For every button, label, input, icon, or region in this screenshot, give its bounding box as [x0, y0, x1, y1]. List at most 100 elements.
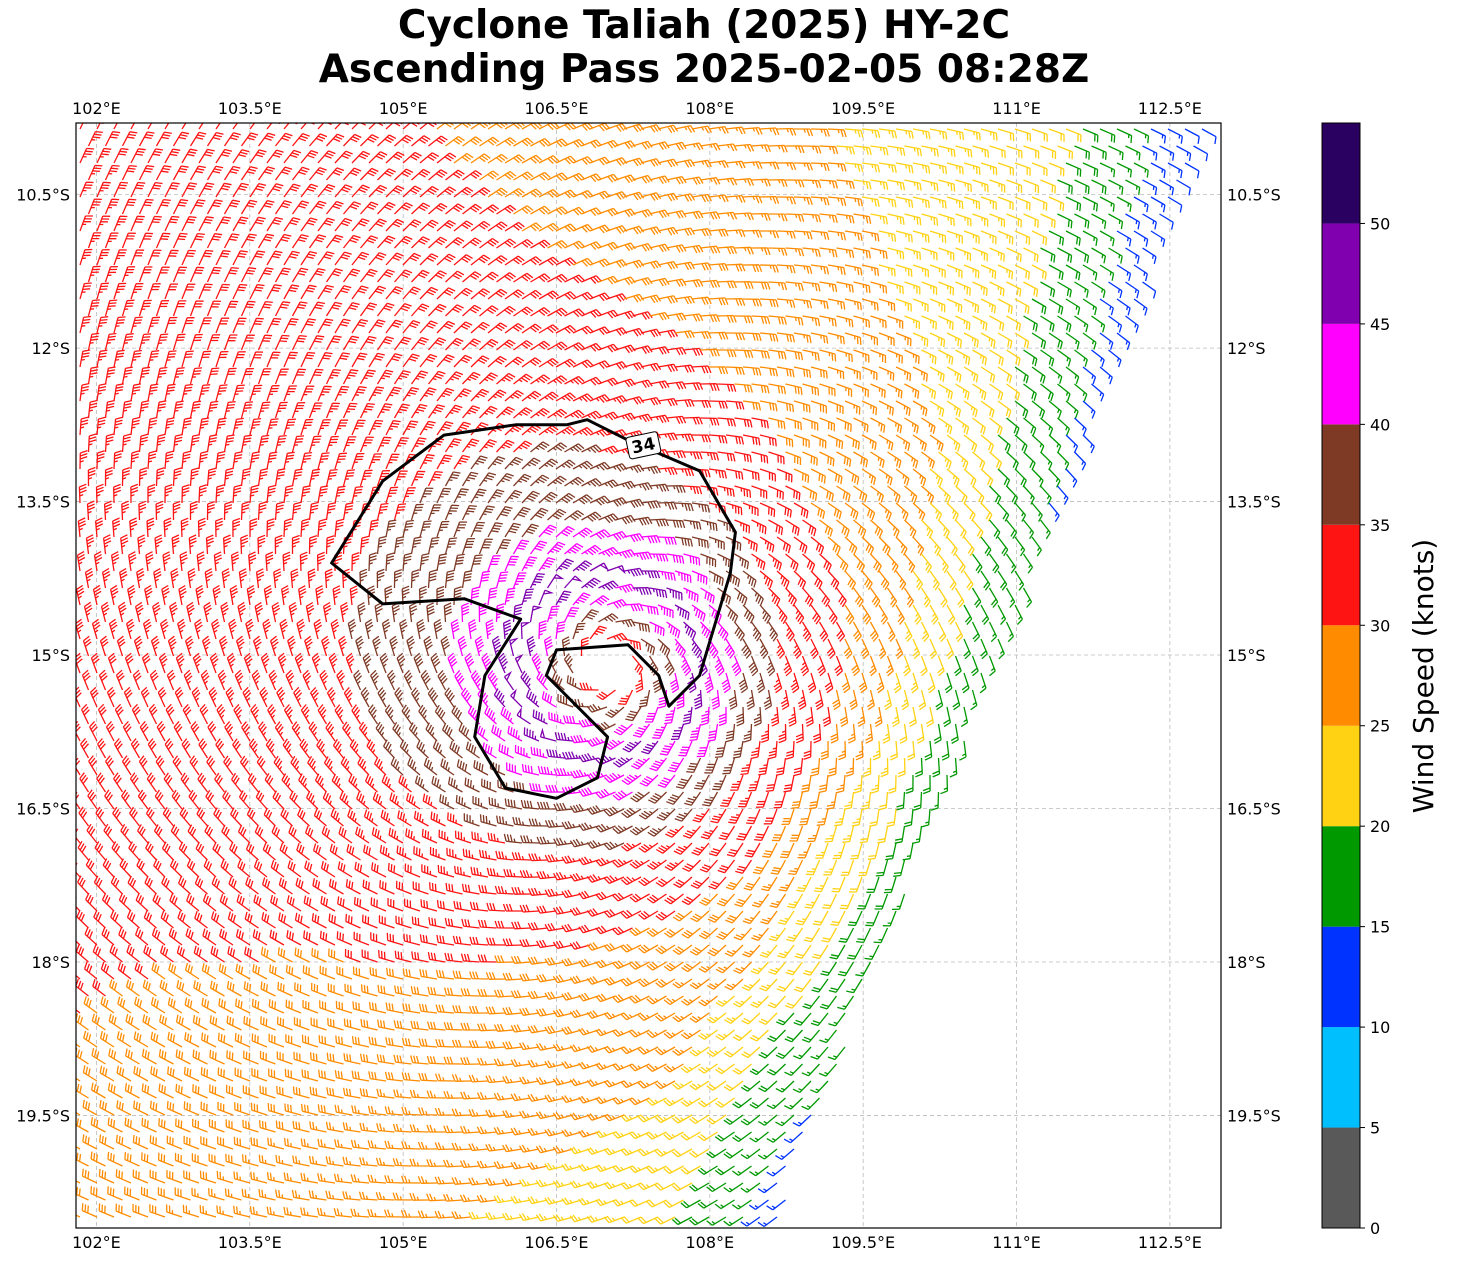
- wind-barb: [749, 1063, 769, 1076]
- wind-barb: [206, 233, 223, 249]
- wind-barb: [309, 1121, 327, 1133]
- wind-barb: [776, 570, 790, 589]
- wind-barb: [700, 706, 710, 726]
- wind-barb: [487, 288, 508, 300]
- wind-barb: [375, 1192, 395, 1201]
- wind-barb: [351, 452, 365, 470]
- wind-barb: [256, 755, 268, 776]
- wind-barb: [882, 723, 891, 744]
- lon-label-top: 103.5°E: [218, 99, 282, 118]
- wind-barb: [402, 420, 419, 436]
- wind-barb: [121, 399, 133, 419]
- wind-barb: [544, 1025, 565, 1035]
- wind-barb: [436, 354, 455, 368]
- wind-barb: [827, 536, 841, 555]
- wind-barb: [404, 863, 421, 878]
- wind-barb: [776, 127, 797, 136]
- wind-barb: [460, 687, 472, 708]
- wind-barb: [827, 264, 846, 276]
- wind-barb: [793, 638, 802, 660]
- wind-barb: [531, 652, 542, 674]
- wind-barb: [181, 484, 190, 504]
- wind-barb: [104, 366, 116, 385]
- wind-barb: [375, 1157, 395, 1167]
- wind-barb: [581, 577, 601, 589]
- wind-barb: [836, 383, 853, 397]
- wind-barb: [394, 687, 404, 708]
- wind-barb: [186, 893, 200, 912]
- wind-barb: [393, 436, 409, 453]
- wind-barb: [870, 349, 887, 364]
- wind-barb: [474, 635, 485, 657]
- wind-barb: [844, 298, 862, 311]
- wind-barb: [759, 502, 776, 517]
- wind-barb: [595, 1130, 616, 1139]
- wind-barb: [385, 486, 399, 504]
- wind-barb: [603, 1215, 625, 1224]
- wind-barb: [1082, 400, 1096, 419]
- wind-barb: [589, 190, 611, 200]
- wind-barb: [325, 468, 338, 487]
- wind-barb: [510, 955, 531, 964]
- contour-34kt: 34: [330, 418, 737, 800]
- wind-barb: [1116, 332, 1131, 351]
- wind-barb: [543, 635, 553, 657]
- wind-barb: [429, 846, 446, 861]
- wind-barb: [277, 652, 287, 674]
- wind-barb: [544, 922, 565, 932]
- wind-barb: [302, 999, 319, 1014]
- wind-barb: [803, 927, 821, 943]
- wind-barb: [718, 707, 727, 727]
- wind-barb: [618, 689, 634, 706]
- wind-barb: [629, 893, 650, 903]
- wind-barb: [589, 360, 611, 370]
- wind-barb: [215, 384, 228, 402]
- wind-barb: [544, 1162, 565, 1171]
- wind-barb: [419, 152, 440, 164]
- wind-barb: [257, 267, 274, 283]
- wind-barb: [145, 806, 158, 827]
- wind-barb: [387, 862, 404, 878]
- wind-barb: [493, 1058, 514, 1067]
- wind-barb: [130, 349, 142, 368]
- wind-barb: [121, 299, 135, 317]
- wind-barb: [253, 894, 268, 912]
- wind-barb: [557, 693, 574, 708]
- wind-barb: [470, 321, 490, 334]
- wind-barb: [99, 1134, 115, 1150]
- wind-barb: [278, 877, 293, 895]
- wind-barb: [912, 298, 929, 313]
- wind-barb: [173, 720, 183, 742]
- wind-barb: [301, 1034, 319, 1048]
- wind-barb: [168, 927, 183, 946]
- wind-barb: [785, 519, 800, 536]
- wind-barb: [419, 968, 438, 980]
- wind-barb: [201, 635, 211, 657]
- wind-barb: [405, 828, 421, 844]
- wind-barb: [706, 1114, 727, 1125]
- wind-barb: [225, 1119, 242, 1133]
- wind-barb: [235, 635, 245, 657]
- wind-barb: [801, 1063, 820, 1077]
- wind-barb: [274, 368, 289, 385]
- wind-barb: [640, 535, 661, 544]
- wind-barb: [972, 315, 988, 331]
- wind-barb: [428, 169, 448, 181]
- wind-barb: [507, 725, 523, 742]
- wind-barb: [79, 248, 93, 266]
- wind-barb: [81, 703, 90, 725]
- wind-barb: [468, 1177, 489, 1186]
- wind-barb: [734, 485, 752, 498]
- wind-barb: [1014, 298, 1030, 315]
- wind-barb: [680, 1097, 701, 1107]
- wind-barb: [76, 1043, 81, 1048]
- wind-barb: [232, 417, 244, 436]
- wind-barb: [802, 519, 817, 537]
- wind-barb: [742, 468, 760, 481]
- wind-barb: [674, 536, 693, 547]
- wind-barb: [725, 570, 741, 587]
- wind-barb: [254, 824, 268, 844]
- wind-barb: [426, 1055, 446, 1065]
- wind-barb: [680, 655, 692, 677]
- wind-barb: [536, 905, 557, 914]
